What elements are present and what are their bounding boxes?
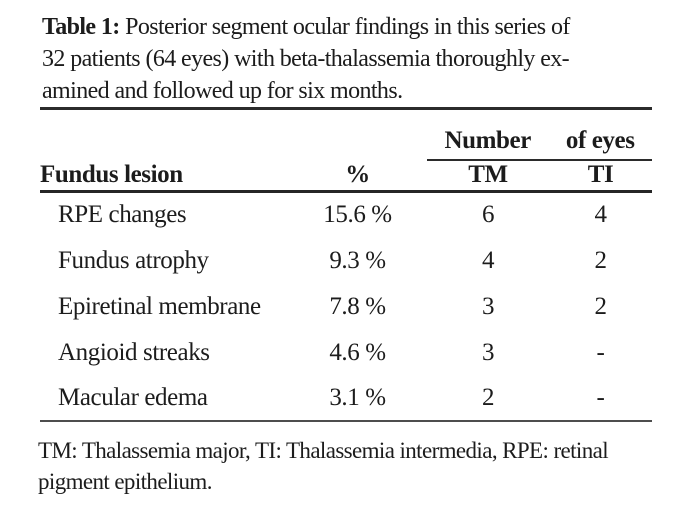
table-caption: Table 1: Posterior segment ocular findin…	[42, 11, 685, 107]
percent-cell: 3.1 %	[329, 384, 386, 411]
table-row: Epiretinal membrane 7.8 % 3 2	[40, 283, 652, 329]
group-header-number-of-eyes: Number of eyes	[427, 108, 652, 161]
table-row: RPE changes 15.6 % 6 4	[40, 191, 652, 237]
column-header-ti: TI	[549, 159, 652, 193]
group-header-part1: Number	[444, 126, 531, 154]
footnote-line-1: TM: Thalassemia major, TI: Thalassemia i…	[38, 438, 609, 463]
table-row: Macular edema 3.1 % 2 -	[40, 375, 652, 421]
caption-line-1-text: Posterior segment ocular findings in thi…	[125, 14, 570, 40]
column-header-row: Fundus lesion % TM TI	[40, 159, 652, 193]
tm-cell: 2	[481, 384, 495, 411]
percent-cell: 4.6 %	[329, 338, 386, 366]
ti-cell: -	[596, 338, 605, 366]
table-row: Fundus atrophy 9.3 % 4 2	[40, 237, 652, 283]
caption-line-2: 32 patients (64 eyes) with beta-thalasse…	[42, 46, 570, 72]
percent-cell: 9.3 %	[329, 246, 386, 274]
table-row: Angioid streaks 4.6 % 3 -	[40, 329, 652, 375]
caption-line-3: amined and followed up for six months.	[42, 78, 403, 104]
group-header-spacer	[40, 109, 427, 160]
percent-cell: 15.6 %	[323, 201, 392, 229]
column-header-percent: %	[288, 159, 427, 193]
group-header-part2: of eyes	[565, 126, 635, 154]
caption-label: Table 1:	[42, 14, 120, 40]
footnote-line-2: pigment epithelium.	[38, 469, 212, 494]
lesion-cell: Fundus atrophy	[58, 246, 209, 274]
lesion-cell: Epiretinal membrane	[58, 292, 261, 320]
lesion-cell: RPE changes	[58, 201, 187, 229]
group-header-row: Number of eyes	[40, 108, 652, 161]
tm-cell: 3	[481, 292, 495, 320]
findings-table: Number of eyes Fundus lesion % TM TI RPE…	[40, 107, 652, 422]
lesion-cell: Macular edema	[58, 384, 208, 411]
tm-cell: 3	[481, 338, 495, 366]
group-header-inner: Number of eyes	[427, 127, 652, 155]
ti-cell: 2	[594, 292, 607, 320]
ti-cell: 2	[594, 246, 607, 274]
tm-cell: 6	[481, 201, 495, 229]
column-header-fundus-lesion: Fundus lesion	[40, 159, 288, 193]
percent-cell: 7.8 %	[329, 292, 386, 320]
ti-cell: 4	[594, 201, 607, 229]
lesion-cell: Angioid streaks	[58, 338, 210, 366]
caption-line-1: Table 1: Posterior segment ocular findin…	[42, 11, 685, 43]
table-footnote: TM: Thalassemia major, TI: Thalassemia i…	[38, 435, 685, 497]
column-header-tm: TM	[427, 159, 549, 193]
tm-cell: 4	[481, 246, 495, 274]
ti-cell: -	[596, 384, 605, 411]
